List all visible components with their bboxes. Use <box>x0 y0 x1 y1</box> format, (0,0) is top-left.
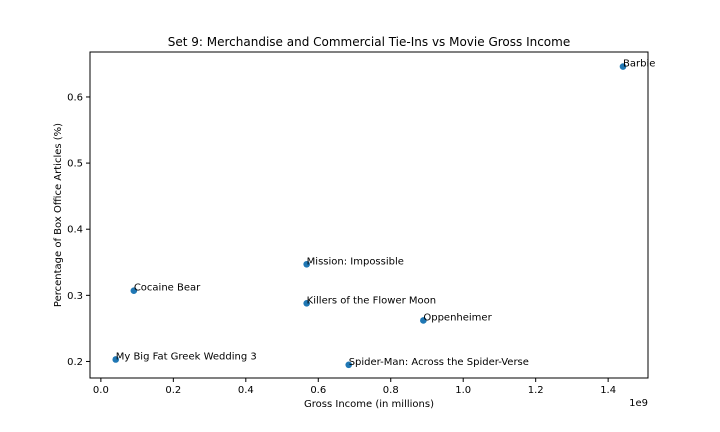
y-tick-label: 0.5 <box>67 159 83 170</box>
y-tick-label: 0.4 <box>67 225 83 236</box>
data-point <box>619 63 627 70</box>
point-label: Spider-Man: Across the Spider-Verse <box>349 357 529 368</box>
data-point <box>420 317 427 324</box>
y-tick-label: 0.6 <box>67 92 83 103</box>
data-point <box>303 260 310 268</box>
x-tick-label: 1.0 <box>455 385 471 396</box>
chart-title: Set 9: Merchandise and Commercial Tie-In… <box>168 35 570 49</box>
point-label: Killers of the Flower Moon <box>307 295 436 306</box>
y-axis-label: Percentage of Box Office Articles (%) <box>53 123 64 307</box>
point-label: My Big Fat Greek Wedding 3 <box>116 351 257 362</box>
data-point <box>303 299 310 307</box>
data-point <box>130 287 138 295</box>
data-point <box>345 361 353 369</box>
x-axis-label: Gross Income (in millions) <box>304 399 434 410</box>
x-tick-label: 0.2 <box>165 385 181 396</box>
axes-frame <box>89 51 649 379</box>
y-tick-label: 0.3 <box>67 291 83 302</box>
data-point <box>112 356 120 363</box>
x-tick-label: 0.8 <box>383 385 399 396</box>
x-axis-offset-label: 1e9 <box>629 398 648 409</box>
plot-area: 0.0 0.2 0.4 0.6 0.8 1.0 1.2 1.4 0.2 0.3 0.4 0.5 0.6 B… <box>67 59 655 396</box>
point-label: Cocaine Bear <box>134 283 201 294</box>
x-tick-label: 0.4 <box>238 385 254 396</box>
x-tick-label: 1.4 <box>600 385 616 396</box>
x-tick-label: 0.6 <box>310 385 326 396</box>
point-label: Oppenheimer <box>423 312 492 323</box>
x-tick-label: 0.0 <box>93 385 109 396</box>
x-tick-label: 1.2 <box>528 385 544 396</box>
y-tick-label: 0.2 <box>67 357 83 368</box>
point-label: Barbie <box>623 59 655 70</box>
point-label: Mission: Impossible <box>307 256 404 267</box>
